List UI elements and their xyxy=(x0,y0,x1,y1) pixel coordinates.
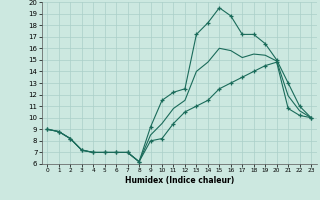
X-axis label: Humidex (Indice chaleur): Humidex (Indice chaleur) xyxy=(124,176,234,185)
